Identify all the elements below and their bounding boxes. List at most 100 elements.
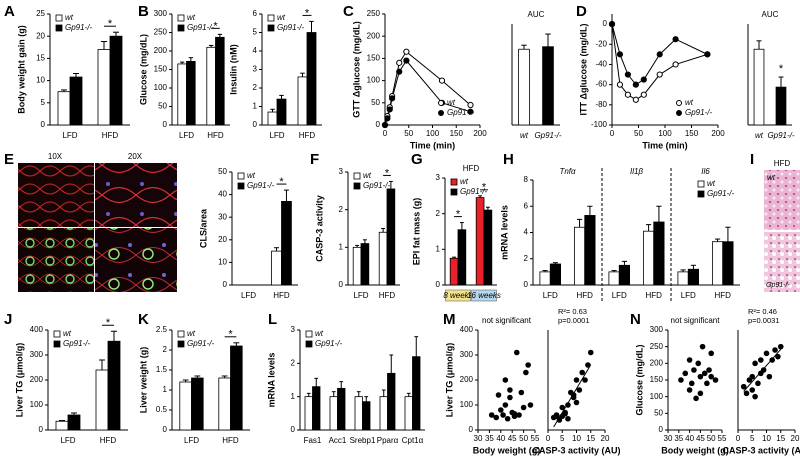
y-tick-label: 20 [36,31,45,40]
bar [267,111,278,126]
data-point [686,387,693,393]
bar [542,46,554,126]
y-tick-label: 3 [253,65,258,74]
bar [360,243,370,286]
y-tick-label: 1 [436,244,441,253]
error-bar [414,336,419,357]
legend-swatch [697,180,705,188]
legend-label: Gp91-/- [363,181,390,190]
bar [297,76,308,126]
x-tick-label: LFD [184,436,199,445]
data-point [507,394,513,401]
data-point [559,404,566,411]
data-point [507,387,513,393]
x-tick-label: HFD [577,291,594,300]
data-point [608,20,616,28]
y-axis-label: Glucose (mg/dL) [138,34,148,105]
data-point [672,36,679,43]
data-point [624,71,632,78]
error-bar [339,381,344,389]
bar [753,48,765,126]
x-tick-label: LFD [62,131,77,140]
error-bar [309,20,314,33]
x-tick-label: HFD [273,291,290,300]
y-tick-label: 1 [163,385,168,394]
legend-swatch [305,330,313,338]
bar [67,414,81,431]
error-bar [188,57,194,62]
data-point [502,402,509,408]
x-tick-label: wt [520,131,529,140]
data-point [688,380,695,387]
data-point [396,68,403,75]
x-tick-label: 0 [610,129,615,138]
significance-star: * [456,208,461,220]
panel-letter: L [268,311,277,328]
data-point [624,91,632,98]
data-point [389,95,396,102]
legend-label: Gp91-/- [247,181,274,190]
x-tick-label: HFD [100,436,117,445]
chart-title: AUC [762,10,779,19]
error-bar [73,72,79,78]
error-bar [101,41,107,50]
x-tick-label: 10 [762,434,771,443]
legend-swatch [267,14,275,22]
data-point [632,96,639,103]
y-tick-label: 1 [291,392,296,401]
data-point [587,349,594,356]
bar [608,271,620,286]
bar [97,49,111,126]
data-point [523,369,529,376]
y-tick-label: 0 [524,280,529,289]
data-point [699,343,706,350]
micrograph [764,232,800,292]
error-bar [111,330,117,342]
data-point [516,412,522,418]
legend-swatch [237,182,245,190]
data-point [488,412,495,418]
bar [584,215,596,286]
x-tick-label: LFD [241,291,256,300]
legend-label: wt [315,329,324,338]
data-point [695,360,702,367]
data-point [760,367,767,373]
legend-label: wt [187,13,196,22]
panel-letter: C [343,3,354,20]
legend-swatch [177,340,185,348]
data-point [576,387,583,393]
y-tick-label: 0 [163,120,168,129]
bar [109,35,123,126]
data-point [467,101,474,109]
y-tick-label: 100 [650,392,664,401]
data-point [749,387,756,393]
data-point [777,343,784,350]
error-bar [233,342,240,346]
y-tick-label: 1 [339,242,344,251]
error-bar [355,244,360,248]
error-bar [331,391,336,397]
bar [386,188,396,286]
y-tick-label: 25 [36,9,45,18]
x-tick-label: 50 [404,129,413,138]
data-point [384,115,391,122]
legend-swatch [177,24,185,32]
error-bar [388,180,393,189]
x-tick-label: 40 [496,434,505,443]
x-tick-label: 100 [426,129,440,138]
error-bar [778,76,784,88]
bar [206,46,216,126]
x-tick-label: 15 [776,434,785,443]
data-point [706,367,712,373]
data-point [712,377,719,383]
panel-letter: K [138,311,149,328]
legend-label: Gp91-/- [187,339,214,348]
error-bar [552,262,559,264]
y-axis-label: Liver TG (μmol/g) [444,343,454,418]
x-tick-label: 5 [560,434,565,443]
data-point [381,121,389,129]
data-point [704,51,711,58]
error-bar [179,61,185,64]
legend-label: Gp91-/- [63,339,90,348]
y-tick-label: -100 [591,120,608,129]
